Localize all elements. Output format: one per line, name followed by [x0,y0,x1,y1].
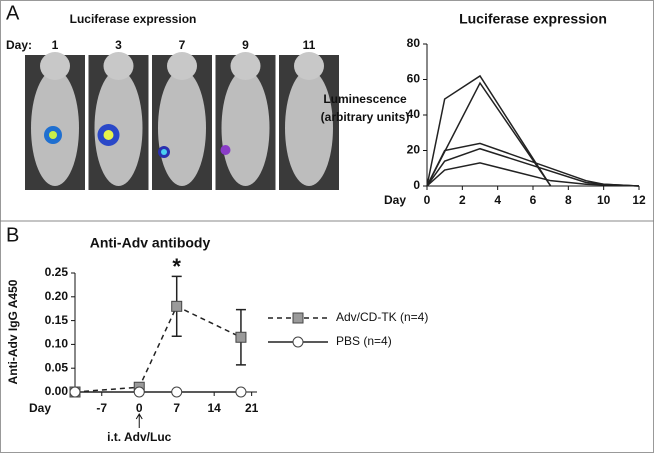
mouse-body [94,70,143,186]
y-tick-label: 40 [407,107,421,121]
arrow [135,413,143,428]
plots: Luciferase expression Luminescence (arbitr… [6,11,646,444]
x-tick-label: 7 [173,401,180,415]
mouse-body [285,70,333,186]
marker [171,300,183,312]
marker [235,331,247,343]
annotation: i.t. Adv/Luc [107,430,172,444]
day-number: 3 [115,38,122,52]
chart-title: Luciferase expression [459,11,607,27]
y-tick-label: 0 [413,178,420,192]
x-axis-label: Day [384,193,406,207]
series-line [74,305,242,393]
y-tick-label: 0.10 [45,337,69,351]
y-tick-label: 0.05 [45,360,69,374]
marker [235,386,247,398]
signal-spot [49,131,57,139]
legend-marker [292,312,304,324]
panel-label: B [6,224,19,246]
day-label: Day: [6,38,32,52]
series-line [426,162,640,187]
x-tick-label: 14 [207,401,221,415]
x-tick-label: 21 [245,401,259,415]
day-number: 9 [242,38,249,52]
mouse-body [158,70,206,186]
marker [69,386,81,398]
y-tick-label: 60 [407,72,421,86]
x-tick-label: 10 [597,193,611,207]
mouse-images: 1 3 7 9 11 [25,38,339,190]
y-tick-label: 20 [407,143,421,157]
x-tick-label: 2 [459,193,466,207]
y-tick-label: 0.00 [45,384,69,398]
x-tick-label: 6 [530,193,537,207]
mouse-head [230,52,261,80]
annotation: * [172,254,181,279]
day-number: 1 [52,38,59,52]
series-line [426,74,552,187]
images-title: Luciferase expression [70,12,197,26]
chart-title: Anti-Adv antibody [90,235,211,251]
day-number: 7 [179,38,186,52]
y-axis-label: Anti-Adv IgG A450 [6,279,20,384]
signal-spot [161,149,167,155]
x-axis-label: Day [29,401,51,415]
signal-spot [103,130,114,140]
y-axis-label: Luminescence [323,92,407,106]
panel-label: A [6,2,20,24]
mouse-body [221,70,270,186]
marker [133,386,145,398]
x-tick-label: 0 [424,193,431,207]
y-tick-label: 0.25 [45,265,69,279]
y-tick-label: 0.20 [45,289,69,303]
mouse-head [40,52,70,80]
signal-spot [220,145,231,155]
x-tick-label: 0 [136,401,143,415]
legend-label: PBS (n=4) [336,334,392,348]
mouse-head [167,52,197,80]
mouse-head [103,52,134,80]
x-tick-label: 8 [565,193,572,207]
day-number: 11 [303,38,316,52]
legend-marker [292,336,304,348]
x-tick-label: 12 [632,193,646,207]
x-tick-label: 4 [494,193,501,207]
y-axis-label: (arbitrary units) [321,110,410,124]
y-tick-label: 0.15 [45,313,69,327]
mouse-head [294,52,324,80]
legend-label: Adv/CD-TK (n=4) [336,310,428,324]
marker [171,386,183,398]
x-tick-label: -7 [96,401,107,415]
y-tick-label: 80 [407,36,421,50]
